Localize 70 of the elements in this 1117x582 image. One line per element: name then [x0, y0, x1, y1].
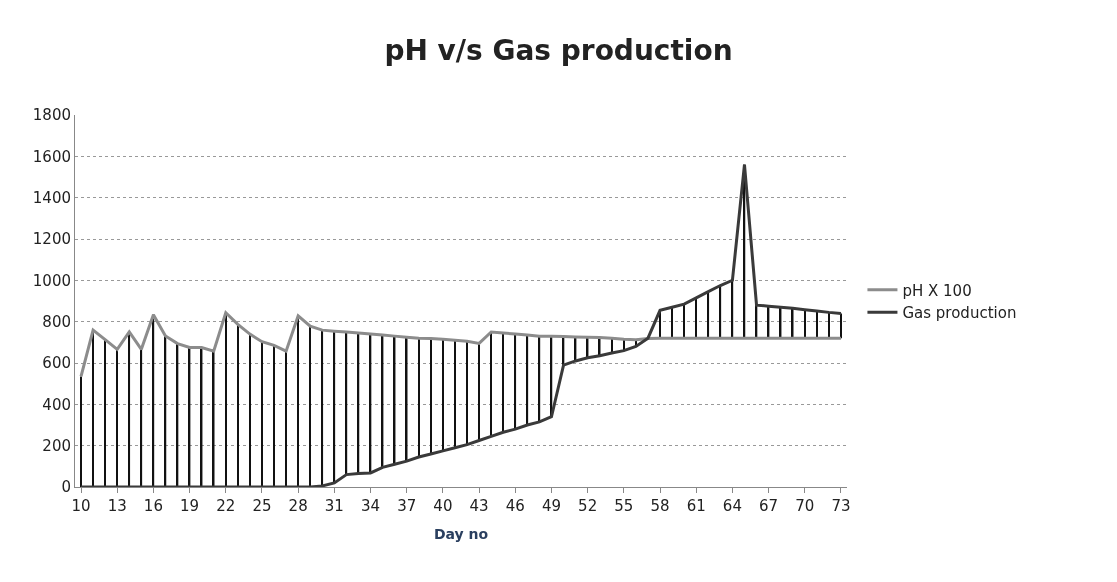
bar — [140, 349, 143, 487]
bar — [502, 333, 504, 433]
bar — [683, 304, 685, 339]
x-tick-label: 58 — [650, 497, 670, 515]
bar — [333, 331, 336, 483]
bar — [430, 338, 432, 454]
bar — [478, 343, 480, 441]
line-series — [79, 163, 843, 487]
chart-title: pH v/s Gas production — [384, 34, 733, 68]
x-tick-label: 28 — [288, 497, 308, 515]
x-tick-label: 25 — [252, 497, 272, 515]
legend-label: pH X 100 — [902, 281, 972, 300]
y-tick-label: 800 — [42, 312, 71, 331]
bar — [442, 339, 444, 451]
x-tick-label: 43 — [469, 497, 489, 515]
x-tick-label: 13 — [107, 497, 127, 515]
legend-label: Gas production — [902, 304, 1017, 323]
y-tick-label: 1400 — [32, 188, 71, 207]
x-axis-title: Day no — [433, 526, 489, 543]
bar — [804, 309, 806, 339]
y-tick-label: 200 — [42, 436, 71, 455]
bar — [116, 349, 118, 487]
bar — [212, 351, 215, 487]
x-tick-label: 37 — [397, 497, 417, 515]
bar — [840, 313, 842, 339]
bar — [104, 339, 106, 487]
bar — [285, 351, 287, 487]
bar — [273, 345, 275, 487]
x-tick-label: 61 — [686, 497, 706, 515]
line-series — [79, 311, 843, 378]
x-tick-label: 73 — [831, 497, 851, 515]
bar — [237, 324, 239, 487]
x-tick-label: 67 — [759, 497, 779, 515]
bar — [671, 307, 673, 339]
bar — [791, 308, 794, 339]
y-tick-label: 1200 — [32, 230, 71, 249]
y-tick-label: 600 — [42, 354, 71, 373]
bar — [695, 297, 697, 339]
y-tick-label: 400 — [42, 395, 71, 414]
y-tick-label: 0 — [61, 478, 71, 497]
bar — [261, 341, 263, 487]
y-tick-label: 1800 — [32, 106, 71, 125]
bar — [707, 291, 710, 339]
bar — [80, 376, 82, 487]
bar — [405, 337, 408, 462]
x-tick-label: 34 — [360, 497, 381, 515]
y-tick-label: 1600 — [32, 147, 71, 166]
x-tick-label: 49 — [541, 497, 562, 515]
x-tick-label: 70 — [795, 497, 815, 515]
x-tick-label: 40 — [433, 497, 453, 515]
bar — [249, 334, 251, 487]
x-tick-label: 10 — [71, 497, 91, 515]
bar — [514, 334, 517, 430]
bar — [490, 332, 492, 437]
bar — [526, 335, 529, 425]
bar — [418, 338, 420, 458]
x-tick-label: 55 — [614, 497, 634, 515]
bar — [466, 341, 468, 445]
x-tick-label: 22 — [216, 497, 236, 515]
x-tick-label: 46 — [505, 497, 525, 515]
bar — [128, 332, 131, 487]
x-tick-label: 64 — [722, 497, 742, 515]
x-tick-label: 52 — [578, 497, 598, 515]
x-tick-label: 16 — [143, 497, 163, 515]
bar — [309, 326, 311, 487]
y-tick-label: 1000 — [32, 271, 71, 290]
bar — [321, 330, 324, 486]
bar — [454, 340, 456, 448]
x-tick-label: 19 — [180, 497, 200, 515]
x-tick-label: 31 — [324, 497, 344, 515]
